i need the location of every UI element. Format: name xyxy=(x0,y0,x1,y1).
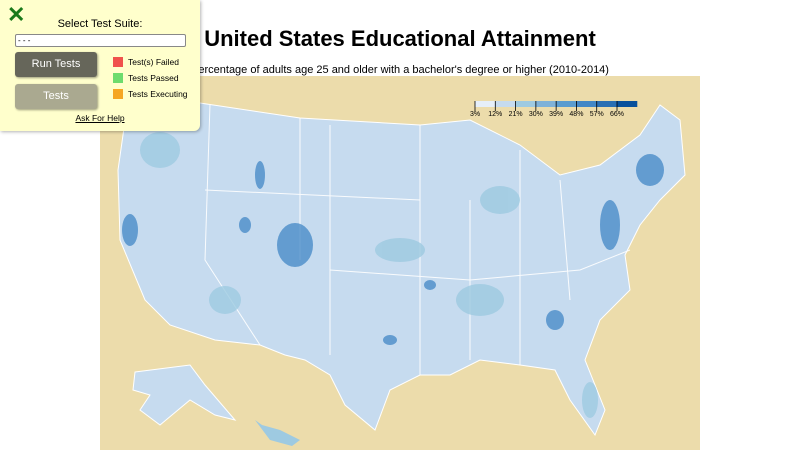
legend-tick-label: 12% xyxy=(488,111,502,118)
county-clusters xyxy=(122,154,664,345)
legend-swatch xyxy=(596,101,617,107)
legend-tick-label: 39% xyxy=(549,111,563,118)
status-label: Test(s) Failed xyxy=(128,57,180,67)
map: 3% 12% 21% 30% 39% 48% 57% 66% xyxy=(100,76,700,450)
status-swatch xyxy=(113,73,123,83)
status-swatch xyxy=(113,89,123,99)
status-executing: Tests Executing xyxy=(113,89,188,99)
suite-label: Select Test Suite: xyxy=(57,18,143,30)
state-lines xyxy=(204,103,631,375)
legend-tick-label: 57% xyxy=(590,111,604,118)
test-panel: ✕ Select Test Suite: - - - Run Tests Tes… xyxy=(0,0,200,131)
legend-swatch xyxy=(556,101,577,107)
legend-swatch xyxy=(535,101,557,107)
legend-swatch xyxy=(576,101,597,107)
close-button[interactable]: ✕ xyxy=(7,2,26,27)
alaska xyxy=(132,364,237,426)
help-link[interactable]: Ask For Help xyxy=(75,113,125,123)
legend-tick-label: 30% xyxy=(529,111,543,118)
legend-tick-label: 66% xyxy=(610,111,624,118)
legend-swatch xyxy=(495,101,516,107)
legend-swatch xyxy=(475,101,496,107)
subtitle: Percentage of adults age 25 and older wi… xyxy=(191,64,609,76)
map-shapes xyxy=(117,99,686,446)
legend: 3% 12% 21% 30% 39% 48% 57% 66% xyxy=(470,101,638,118)
hawaii xyxy=(255,420,300,446)
suite-select[interactable]: - - - xyxy=(15,34,186,47)
legend-tick-label: 48% xyxy=(569,111,583,118)
legend-swatch xyxy=(617,101,638,107)
status-passed: Tests Passed xyxy=(113,73,179,83)
status-label: Tests Executing xyxy=(128,89,188,99)
tests-button[interactable]: Tests xyxy=(15,84,97,109)
legend-tick-label: 21% xyxy=(509,111,523,118)
status-label: Tests Passed xyxy=(128,73,179,83)
legend-swatch xyxy=(515,101,536,107)
legend-tick-label: 3% xyxy=(470,111,480,118)
county-clusters-light xyxy=(140,132,598,418)
title: United States Educational Attainment xyxy=(204,26,596,51)
run-tests-button[interactable]: Run Tests xyxy=(15,52,97,77)
status-failed: Test(s) Failed xyxy=(113,57,179,67)
status-swatch xyxy=(113,57,123,67)
